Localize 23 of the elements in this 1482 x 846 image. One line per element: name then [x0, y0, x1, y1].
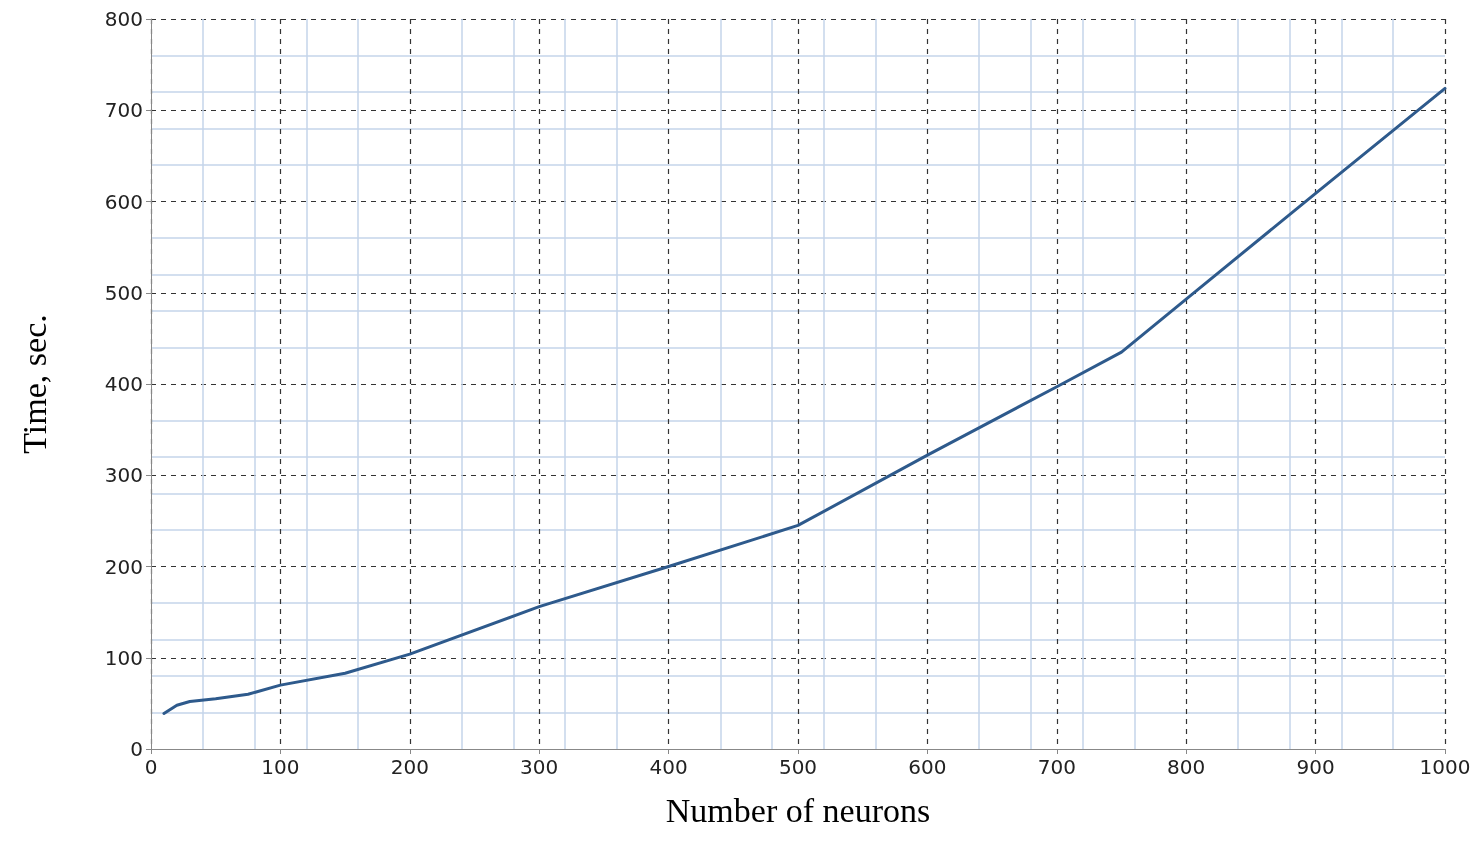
x-tick-label: 100 — [261, 755, 300, 779]
x-tick-label: 900 — [1296, 755, 1335, 779]
y-tick-label: 500 — [104, 280, 143, 305]
line-series — [162, 86, 1447, 715]
x-axis-title: Number of neurons — [665, 791, 931, 829]
y-tick-label: 400 — [104, 372, 143, 396]
y-tick-label: 700 — [104, 98, 143, 123]
y-tick-label: 300 — [104, 463, 143, 488]
x-tick-label: 700 — [1037, 755, 1076, 779]
x-tick-label: 600 — [908, 755, 947, 779]
y-axis-title: Time, sec. — [15, 314, 53, 454]
y-tick-label: 200 — [104, 554, 143, 579]
x-tick-label: 0 — [144, 755, 158, 779]
x-tick-label: 300 — [520, 755, 559, 779]
y-tick-label: 0 — [130, 737, 143, 761]
x-tick-label: 400 — [649, 755, 688, 779]
x-tick-label: 800 — [1167, 755, 1206, 779]
y-tick-label: 600 — [104, 189, 143, 214]
x-tick-label: 500 — [778, 755, 818, 779]
y-tick-label: 800 — [104, 7, 143, 31]
y-tick-label: 100 — [104, 645, 143, 670]
x-tick-label: 1000 — [1419, 755, 1471, 779]
x-tick-label: 200 — [390, 755, 429, 779]
